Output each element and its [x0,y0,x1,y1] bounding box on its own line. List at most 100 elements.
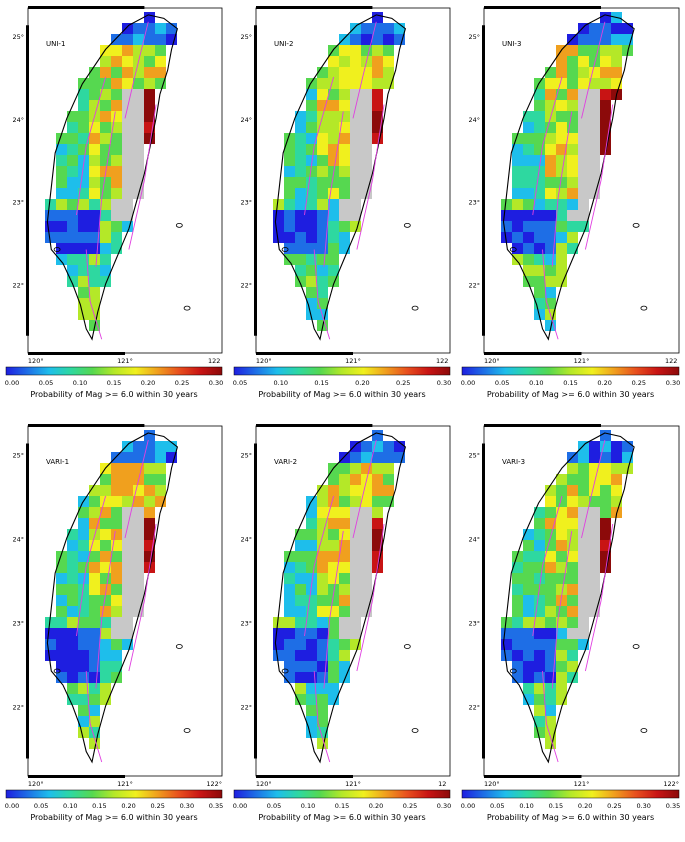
grid-cell [512,188,523,199]
grid-cell [556,276,567,287]
grid-cell [306,628,317,639]
grid-cell [339,661,350,672]
grid-cell [111,243,122,254]
grid-cell [578,540,589,551]
grid-cell [339,518,350,529]
grid-cell [534,144,545,155]
grid-cell [556,661,567,672]
grid-cell [144,529,155,540]
grid-cell [133,562,144,573]
grid-cell [556,265,567,276]
fault-line [304,495,335,637]
grid-cell [78,716,89,727]
grid-cell [534,232,545,243]
lon-tick-label: 122 [665,357,677,365]
grid-cell [133,595,144,606]
grid-cell [383,441,394,452]
grid-cell [317,298,328,309]
grid-cell [122,144,133,155]
coastline [46,14,179,341]
grid-cell [534,133,545,144]
grid-cell [89,89,100,100]
grid-cell [622,23,633,34]
grid-cell [578,122,589,133]
grid-cell [78,650,89,661]
grid-cell [350,210,361,221]
grid-cell [100,133,111,144]
grid-cell [133,518,144,529]
grid-cell [523,584,534,595]
grid-cell [111,617,122,628]
grid-cell [122,496,133,507]
grid-cell [600,45,611,56]
fault-line [584,104,614,250]
grid-cell [67,683,78,694]
grid-cell [56,177,67,188]
grid-cell [589,452,600,463]
grid-cell [144,23,155,34]
fault-line [95,530,116,689]
grid-cell [122,452,133,463]
grid-cell [545,298,556,309]
grid-cell [144,441,155,452]
lat-tick-label: 23° [468,620,480,628]
grid-cell [89,199,100,210]
grid-cell [339,573,350,584]
grid-cell [339,67,350,78]
grid-cell [306,716,317,727]
grid-cell [133,529,144,540]
grid-cell [306,606,317,617]
colorbar-tick: 0.25 [607,802,621,810]
grid-cell [89,276,100,287]
frame-bar-bottom [256,352,353,355]
grid-cell [317,78,328,89]
grid-cell [372,518,383,529]
grid-cell [567,221,578,232]
map-panel-vari-2: VARI-2 25° 24° 23° 22° 120° 121° 12 0.00 0.05 0.10… [228,418,456,838]
grid-cell [144,540,155,551]
colorbar-tick: 0.15 [335,802,349,810]
grid-cell [317,67,328,78]
grid-cell [361,485,372,496]
grid-cell [372,430,383,441]
grid-cell [622,34,633,45]
grid-cell [578,485,589,496]
grid-cell [383,67,394,78]
lat-tick-label: 22° [240,281,252,289]
grid-cell [111,606,122,617]
grid-cell [361,100,372,111]
grid-cell [89,232,100,243]
grid-cell [501,628,512,639]
grid-cell [100,243,111,254]
grid-cell [122,210,133,221]
grid-cell [339,562,350,573]
grid-cell [295,551,306,562]
grid-cell [89,298,100,309]
grid-cell [56,133,67,144]
grid-cell [567,529,578,540]
grid-cell [306,155,317,166]
grid-cell [339,496,350,507]
grid-cell [578,100,589,111]
map-svg: VARI-1 25° 24° 23° 22° 120° 121° 122° 0.00 0.05 0.… [5,424,223,822]
grid-cell [111,122,122,133]
grid-cell [534,595,545,606]
grid-cell [523,694,534,705]
grid-cell [89,188,100,199]
probability-grid [501,430,633,749]
grid-cell [122,518,133,529]
grid-cell [361,78,372,89]
map-panel-uni-3: UNI-3 25° 24° 23° 22° 120° 121° 122 0.00 0.05 0.10… [456,0,685,415]
grid-cell [545,100,556,111]
grid-cell [339,166,350,177]
lat-tick-label: 24° [12,116,24,124]
grid-cell [295,683,306,694]
grid-cell [56,188,67,199]
grid-cell [100,518,111,529]
grid-cell [295,166,306,177]
grid-cell [578,221,589,232]
grid-cell [600,485,611,496]
grid-cell [567,540,578,551]
grid-cell [89,573,100,584]
grid-cell [567,672,578,683]
